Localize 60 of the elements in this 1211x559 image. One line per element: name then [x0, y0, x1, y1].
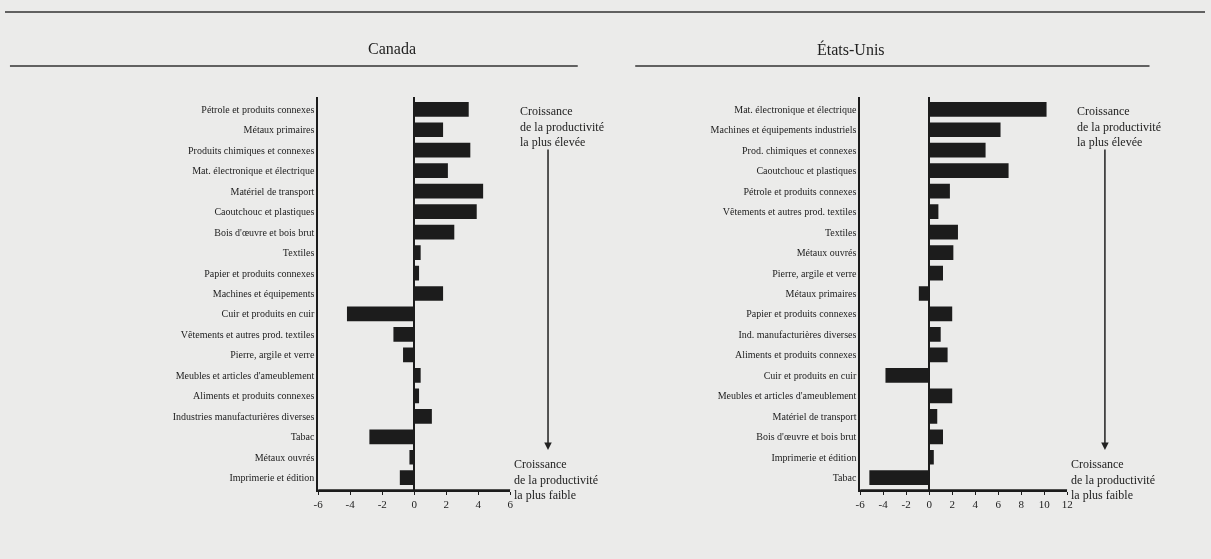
x-tick-label: 4 [475, 497, 482, 510]
y-tick-label: Mat. électronique et électrique [734, 103, 857, 115]
x-tick-label: -6 [313, 497, 324, 510]
x-tick-label: -2 [377, 497, 387, 510]
y-tick-label: Pétrole et produits connexes [743, 185, 857, 197]
y-tick-label: Ind. manufacturières diverses [738, 328, 857, 340]
y-tick-label: Matériel de transport [772, 410, 857, 422]
y-tick-label: Pierre, argile et verre [230, 349, 315, 361]
x-tick-label: 0 [926, 497, 933, 510]
x-tick-label: 0 [411, 497, 418, 510]
y-tick-label: Métaux primaires [243, 124, 315, 136]
y-tick-label: Aliments et produits connexes [193, 390, 315, 402]
y-tick-label: Pierre, argile et verre [772, 267, 857, 279]
y-tick-label: Tabac [832, 472, 857, 484]
x-tick-label: -2 [901, 497, 911, 510]
x-tick-label: -4 [878, 497, 889, 510]
y-tick-label: Tabac [290, 431, 315, 443]
x-tick-label: 4 [972, 497, 979, 510]
y-tick-label: Papier et produits connexes [746, 308, 857, 320]
y-tick-label: Machines et équipements [212, 288, 315, 299]
y-tick-label: Mat. électronique et électrique [192, 165, 315, 177]
y-tick-label: Prod. chimiques et connexes [741, 144, 857, 156]
y-tick-label: Matériel de transport [230, 185, 315, 197]
y-tick-label: Métaux ouvrés [254, 451, 315, 463]
text: Croissance de la productivité la plus faible [514, 457, 598, 503]
y-tick-label: Industries manufacturières diverses [172, 410, 315, 422]
x-tick-label: 10 [1038, 497, 1051, 510]
y-tick-label: Aliments et produits connexes [735, 349, 857, 361]
x-tick-label: 2 [443, 497, 450, 510]
y-tick-label: Vêtements et autres prod. textiles [722, 206, 857, 218]
y-tick-label: Métaux primaires [785, 288, 857, 299]
y-tick-label: Meubles et articles d'ameublement [175, 369, 315, 381]
y-tick-label: Imprimerie et édition [771, 451, 857, 463]
text: Croissance de la productivité la plus élevée [1077, 104, 1161, 150]
y-tick-label: Machines et équipements industriels [710, 124, 857, 136]
y-tick-label: Meubles et articles d'ameublement [717, 390, 857, 402]
y-tick-label: Produits chimiques et connexes [188, 144, 315, 156]
chart-title: États-Unis [817, 40, 885, 58]
y-tick-label: Cuir et produits en cuir [763, 369, 858, 381]
x-tick-label: 6 [995, 497, 1002, 510]
x-tick-label: 6 [507, 497, 514, 510]
y-tick-label: Papier et produits connexes [204, 267, 315, 279]
text: Croissance de la productivité la plus faible [1071, 457, 1155, 503]
chart-title: Canada [368, 40, 416, 57]
y-tick-label: Vêtements et autres prod. textiles [180, 328, 315, 340]
x-tick-label: 2 [949, 497, 955, 510]
x-tick-label: -6 [855, 497, 866, 510]
y-tick-label: Bois d'œuvre et bois brut [214, 226, 315, 238]
y-tick-label: Pétrole et produits connexes [201, 103, 315, 115]
y-tick-label: Imprimerie et édition [229, 472, 315, 484]
y-tick-label: Textiles [824, 226, 857, 238]
x-tick-label: -4 [345, 497, 356, 510]
text: Croissance de la productivité la plus élevée [520, 104, 604, 150]
y-tick-label: Bois d'œuvre et bois brut [756, 431, 857, 443]
y-tick-label: Textiles [282, 247, 315, 259]
y-tick-label: Métaux ouvrés [796, 247, 857, 259]
y-tick-label: Caoutchouc et plastiques [756, 165, 857, 177]
y-tick-label: Cuir et produits en cuir [221, 308, 316, 320]
x-tick-label: 8 [1018, 497, 1025, 510]
y-tick-label: Caoutchouc et plastiques [214, 206, 315, 218]
